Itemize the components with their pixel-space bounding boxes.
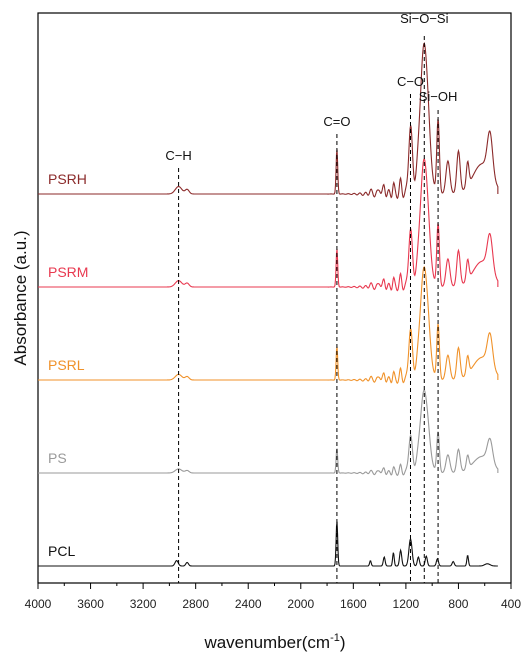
series-line-psrm [38, 157, 499, 292]
x-axis: 4000 3600 3200 2800 2400 2000 1600 1200 800 400 [25, 583, 521, 611]
peak-label: Si−OH [419, 89, 458, 104]
series-label-ps: PS [48, 450, 67, 466]
x-axis-title-main: wavenumber(cm [203, 633, 330, 652]
x-tick-label: 800 [448, 597, 468, 611]
y-axis-title: Absorbance (a.u.) [11, 230, 30, 365]
x-tick-label: 2000 [287, 597, 314, 611]
x-tick-label: 2400 [235, 597, 262, 611]
peak-label: C=O [323, 114, 350, 129]
series-line-ps [38, 389, 499, 477]
series-label-psrh: PSRH [48, 171, 87, 187]
series-line-pcl [38, 521, 498, 567]
series-layer: PSRH PSRM PSRL PS PCL [38, 42, 499, 567]
series-label-psrm: PSRM [48, 264, 88, 280]
x-tick-label: 400 [501, 597, 521, 611]
series-line-psrl [38, 265, 499, 384]
x-axis-title-close: ) [340, 633, 346, 652]
peak-label: Si−O−Si [400, 11, 449, 26]
x-tick-label: 1600 [340, 597, 367, 611]
peak-label: C−H [165, 148, 191, 163]
peak-label: C−O [397, 74, 424, 89]
x-tick-label: 3200 [130, 597, 157, 611]
x-axis-title-sup: -1 [330, 632, 340, 644]
peak-annotation-layer: C−H C=O C−O Si−O−Si Si−OH [165, 11, 457, 583]
x-tick-label: 2800 [182, 597, 209, 611]
series-line-psrh [38, 42, 499, 200]
x-tick-label: 4000 [25, 597, 52, 611]
series-label-psrl: PSRL [48, 357, 85, 373]
x-axis-title: wavenumber(cm-1) [203, 632, 345, 652]
x-tick-label: 1200 [393, 597, 420, 611]
x-tick-label: 3600 [77, 597, 104, 611]
series-label-pcl: PCL [48, 543, 75, 559]
